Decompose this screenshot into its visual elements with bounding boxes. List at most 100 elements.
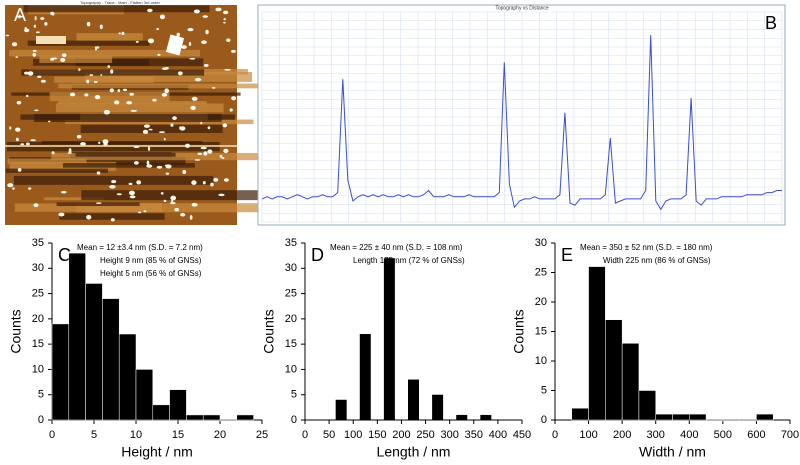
afm-dot: [223, 17, 226, 21]
afm-dot: [58, 212, 65, 217]
panel-label: B: [765, 13, 777, 33]
afm-dot: [188, 42, 192, 46]
bar: [672, 413, 690, 421]
afm-dot: [107, 65, 111, 68]
afm-dot: [205, 29, 209, 35]
x-tick-label: 350: [465, 429, 483, 441]
afm-dot: [25, 142, 30, 146]
afm-dot: [207, 126, 211, 130]
afm-dot: [113, 100, 120, 105]
afm-dot: [35, 31, 40, 34]
afm-dot: [165, 172, 170, 175]
afm-dot: [201, 40, 207, 45]
afm-dot: [94, 48, 98, 51]
afm-dot: [207, 149, 213, 154]
afm-dot: [110, 69, 114, 74]
afm-dot: [143, 124, 151, 128]
afm-dot: [222, 123, 228, 128]
afm-dot: [44, 22, 48, 26]
afm-dot: [184, 143, 190, 148]
y-tick-label: 30: [32, 262, 44, 274]
afm-stripe: [76, 33, 143, 41]
afm-stripe: [56, 202, 140, 207]
afm-dot: [147, 38, 155, 44]
afm-dot: [94, 46, 100, 49]
afm-dot: [117, 89, 121, 93]
bar: [408, 379, 419, 420]
afm-dot: [231, 96, 237, 101]
bar: [432, 394, 444, 420]
bar: [359, 334, 371, 420]
afm-dot: [5, 34, 10, 37]
afm-stripe: [75, 58, 204, 67]
afm-dot: [137, 211, 142, 214]
afm-dot: [111, 179, 117, 184]
x-tick-label: 250: [416, 429, 434, 441]
x-tick-label: 25: [256, 429, 268, 441]
bar: [655, 413, 673, 421]
x-tick-label: 5: [91, 429, 97, 441]
x-tick-label: 100: [579, 429, 597, 441]
afm-stripe: [5, 145, 237, 147]
bar: [219, 419, 238, 422]
afm-dot: [116, 193, 122, 196]
x-tick-label: 50: [323, 429, 335, 441]
afm-dot: [51, 12, 55, 16]
afm-dot: [159, 14, 165, 20]
afm-title: Topography - Trace - Main - Flatten 3rd …: [80, 0, 160, 5]
afm-dot: [27, 71, 34, 76]
bar: [51, 323, 70, 421]
bar: [202, 414, 221, 421]
afm-dot: [126, 100, 133, 105]
x-tick-label: 150: [368, 429, 386, 441]
y-tick-label: 10: [285, 363, 297, 375]
annotation: Mean = 12 ±3.4 nm (S.D. = 7.2 nm): [77, 243, 203, 252]
afm-dot: [202, 180, 206, 185]
y-tick-label: 15: [285, 338, 297, 350]
x-tick-label: 400: [489, 429, 507, 441]
x-tick-label: 10: [130, 429, 142, 441]
afm-dot: [174, 207, 179, 212]
bar: [456, 414, 468, 420]
afm-dot: [191, 202, 198, 207]
afm-dot: [28, 187, 32, 190]
afm-dot: [17, 167, 22, 172]
profile-line: [261, 35, 782, 211]
y-tick-label: 5: [38, 389, 44, 401]
afm-stripe: [81, 190, 272, 201]
afm-dot: [211, 86, 216, 89]
afm-dot: [89, 74, 94, 76]
afm-dot: [7, 183, 14, 188]
afm-dot: [122, 88, 128, 92]
afm-dot: [16, 100, 22, 105]
afm-dot: [157, 53, 161, 56]
y-tick-label: 5: [541, 384, 547, 396]
afm-stripe: [58, 83, 276, 89]
y-axis-label: Counts: [511, 309, 527, 353]
afm-dot: [181, 45, 187, 49]
afm-dot: [222, 10, 229, 15]
afm-dot: [218, 193, 225, 197]
afm-dot: [84, 93, 89, 97]
y-axis-label: Counts: [8, 309, 24, 353]
afm-dot: [221, 157, 225, 160]
afm-dot: [164, 66, 169, 70]
afm-panel: Topography - Trace - Main - Flatten 3rd …: [5, 0, 287, 225]
afm-dot: [219, 154, 223, 158]
afm-dot: [163, 137, 166, 141]
afm-dot: [147, 8, 153, 13]
afm-dot: [172, 116, 177, 121]
afm-dot: [11, 42, 18, 47]
afm-dot: [109, 88, 114, 93]
afm-dot: [164, 164, 170, 167]
afm-dot: [189, 57, 196, 60]
afm-stripe: [75, 152, 176, 157]
bar: [588, 266, 606, 421]
afm-dot: [48, 120, 51, 123]
afm-dot: [142, 129, 149, 134]
x-tick-label: 200: [392, 429, 410, 441]
bar: [571, 407, 589, 421]
bar: [335, 399, 347, 420]
afm-dot: [118, 32, 121, 35]
afm-dot: [102, 139, 109, 144]
